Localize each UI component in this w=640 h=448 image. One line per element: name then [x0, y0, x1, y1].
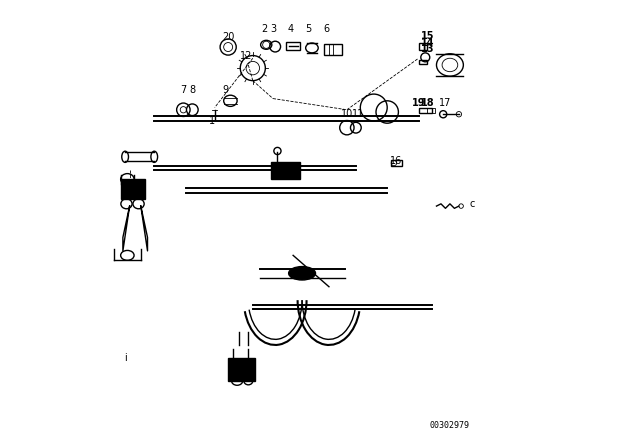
Bar: [419, 60, 427, 64]
Bar: [419, 108, 432, 113]
Text: c: c: [470, 199, 475, 209]
Text: 12: 12: [240, 51, 252, 61]
Text: 1: 1: [209, 116, 216, 126]
Text: 19: 19: [412, 98, 426, 108]
Bar: [121, 179, 145, 199]
Text: 14: 14: [420, 38, 435, 47]
Text: 3: 3: [270, 24, 276, 34]
Bar: [271, 162, 300, 179]
Text: 00302979: 00302979: [430, 421, 470, 430]
Bar: [391, 160, 402, 166]
Text: i: i: [124, 353, 127, 363]
Text: 8: 8: [189, 85, 195, 95]
Text: 4: 4: [288, 24, 294, 34]
Text: 5: 5: [306, 24, 312, 34]
Text: 10: 10: [340, 109, 353, 119]
Text: 13: 13: [420, 44, 435, 54]
Text: 17: 17: [439, 98, 452, 108]
Bar: [427, 108, 435, 113]
Bar: [419, 43, 427, 50]
Text: 7: 7: [180, 85, 186, 95]
Bar: [228, 358, 255, 381]
Text: 15: 15: [420, 31, 435, 41]
Text: 18: 18: [420, 98, 435, 108]
Text: 2: 2: [261, 24, 267, 34]
Ellipse shape: [289, 267, 316, 280]
Bar: [287, 42, 300, 50]
Text: 6: 6: [324, 24, 330, 34]
Text: 20: 20: [222, 32, 234, 42]
Text: 16: 16: [390, 156, 403, 166]
Text: 9: 9: [223, 85, 229, 95]
Bar: [324, 44, 342, 55]
Text: 11: 11: [352, 109, 364, 119]
